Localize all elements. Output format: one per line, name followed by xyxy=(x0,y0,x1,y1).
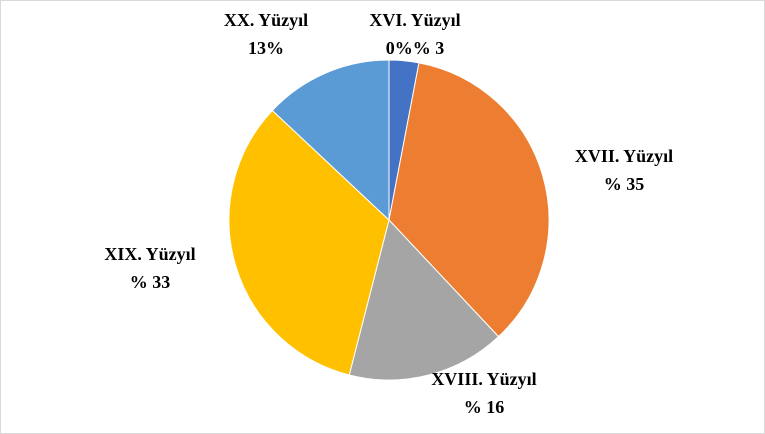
slice-category-label: XIX. Yüzyıl xyxy=(104,244,195,264)
slice-category-label: XVII. Yüzyıl xyxy=(575,146,673,166)
pie-slice xyxy=(228,109,390,376)
slice-value-label: % 16 xyxy=(464,397,505,417)
slice-value-label: 0%% 3 xyxy=(386,38,445,58)
slice-category-label: XX. Yüzyıl xyxy=(224,10,308,30)
slice-category-label: XVIII. Yüzyıl xyxy=(431,369,536,389)
slice-category-label: XVI. Yüzyıl xyxy=(369,10,460,30)
pie-slice xyxy=(388,62,550,338)
slice-value-label: 13% xyxy=(248,38,284,58)
slice-value-label: % 35 xyxy=(604,174,645,194)
slice-value-label: % 33 xyxy=(130,272,171,292)
pie-slice xyxy=(271,59,390,222)
pie-slice xyxy=(348,218,500,381)
